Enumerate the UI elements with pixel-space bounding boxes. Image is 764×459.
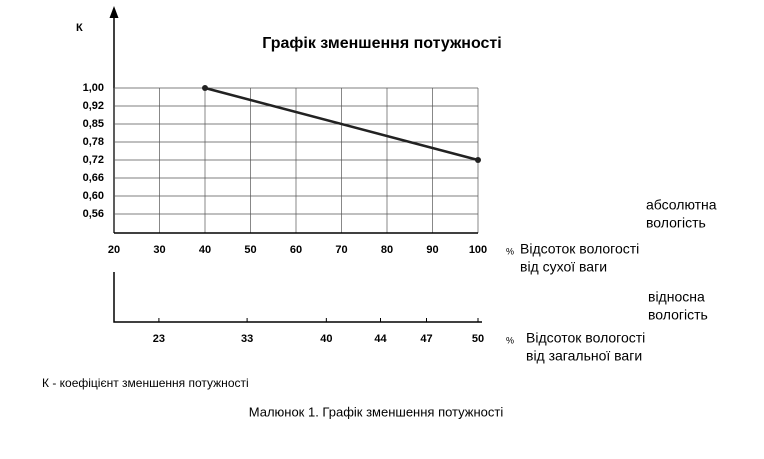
chart-title: Графік зменшення потужності (262, 35, 501, 52)
x2-tick-label: 50 (472, 333, 484, 345)
note: К - коефіцієнт зменшення потужності (42, 376, 249, 390)
x-tick-label: 70 (335, 244, 347, 256)
caption: Малюнок 1. Графік зменшення потужності (249, 404, 504, 419)
x2-axis-label: Відсоток вологості (526, 330, 645, 346)
y-tick-label: 1,00 (83, 82, 104, 94)
x-tick-label: 40 (199, 244, 211, 256)
x-axis-label: від сухої ваги (520, 259, 607, 275)
y-tick-label: 0,78 (83, 136, 104, 148)
x2-axis-name: вологість (648, 307, 708, 323)
point (475, 157, 481, 163)
x-tick-label: 90 (426, 244, 438, 256)
x-tick-label: 100 (469, 244, 487, 256)
y-tick-label: 0,60 (83, 190, 104, 202)
x-axis-name: абсолютна (646, 197, 717, 213)
y-tick-label: 0,66 (83, 172, 104, 184)
x-tick-label: 30 (153, 244, 165, 256)
x-axis-label: Відсоток вологості (520, 241, 639, 257)
x-unit: % (506, 246, 514, 256)
x2-axis-label: від загальної ваги (526, 348, 642, 364)
point (202, 85, 208, 91)
x2-axis-name: відносна (648, 289, 705, 305)
x-tick-label: 60 (290, 244, 302, 256)
x2-axis (113, 272, 482, 323)
x2-tick-label: 33 (241, 333, 253, 345)
x2-tick-label: 44 (374, 333, 387, 345)
y-tick-label: 0,56 (83, 208, 104, 220)
y-axis-label: К (76, 22, 83, 34)
x-axis-name: вологість (646, 215, 706, 231)
x2-tick-label: 40 (320, 333, 332, 345)
x-tick-label: 80 (381, 244, 393, 256)
x-tick-label: 20 (108, 244, 120, 256)
y-tick-label: 0,85 (83, 118, 104, 130)
x2-tick-label: 47 (420, 333, 432, 345)
x2-unit: % (506, 335, 514, 345)
x2-tick-label: 23 (153, 333, 165, 345)
line (204, 86, 479, 162)
x-tick-label: 50 (244, 244, 256, 256)
y-tick-label: 0,72 (83, 154, 104, 166)
y-tick-label: 0,92 (83, 100, 104, 112)
